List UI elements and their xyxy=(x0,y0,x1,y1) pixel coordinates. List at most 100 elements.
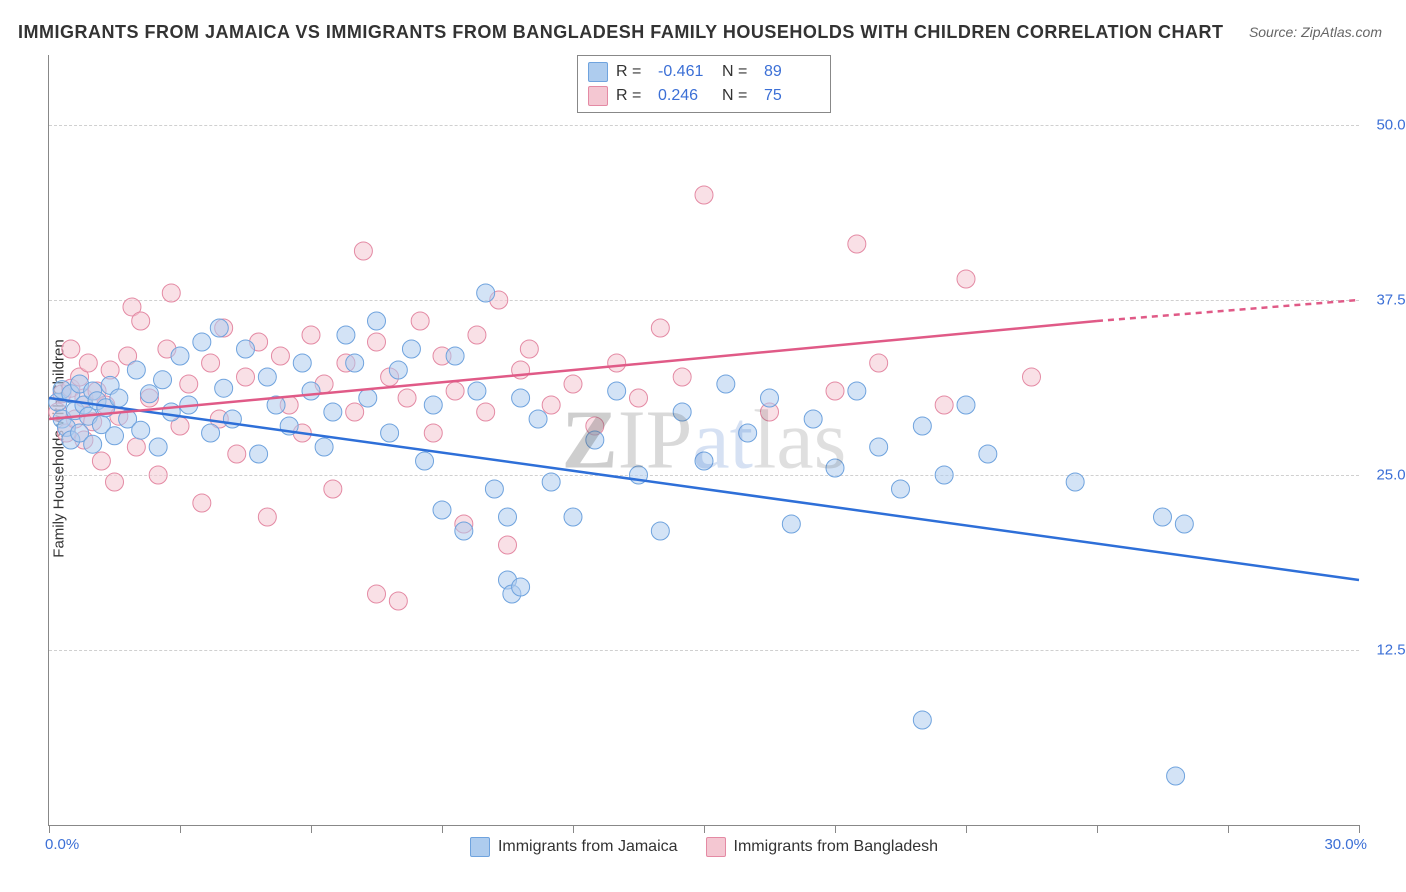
scatter-point xyxy=(542,396,560,414)
scatter-point xyxy=(455,522,473,540)
scatter-point xyxy=(485,480,503,498)
legend-n-label: N = xyxy=(722,87,756,105)
scatter-point xyxy=(913,417,931,435)
scatter-point xyxy=(739,424,757,442)
scatter-point xyxy=(477,284,495,302)
scatter-point xyxy=(608,354,626,372)
scatter-point xyxy=(782,515,800,533)
legend-n-value-0: 89 xyxy=(764,63,820,81)
scatter-point xyxy=(673,403,691,421)
scatter-point xyxy=(359,389,377,407)
x-tick xyxy=(311,825,312,833)
scatter-point xyxy=(433,501,451,519)
scatter-point xyxy=(826,382,844,400)
scatter-point xyxy=(564,508,582,526)
scatter-point xyxy=(193,494,211,512)
scatter-point xyxy=(237,340,255,358)
scatter-point xyxy=(210,319,228,337)
scatter-point xyxy=(293,354,311,372)
scatter-point xyxy=(202,424,220,442)
legend-correlation: R = -0.461 N = 89 R = 0.246 N = 75 xyxy=(577,55,831,113)
scatter-point xyxy=(468,326,486,344)
scatter-point xyxy=(250,445,268,463)
scatter-point xyxy=(110,389,128,407)
scatter-point xyxy=(717,375,735,393)
source-credit: Source: ZipAtlas.com xyxy=(1249,24,1382,40)
scatter-point xyxy=(346,354,364,372)
scatter-point xyxy=(512,389,530,407)
scatter-point xyxy=(132,421,150,439)
scatter-point xyxy=(1066,473,1084,491)
scatter-plot-svg xyxy=(49,55,1359,825)
scatter-point xyxy=(957,396,975,414)
legend-label-series-1: Immigrants from Bangladesh xyxy=(734,838,939,856)
plot-area: Family Households with Children 12.5%25.… xyxy=(48,55,1359,826)
scatter-point xyxy=(324,480,342,498)
scatter-point xyxy=(761,389,779,407)
source-prefix: Source: xyxy=(1249,24,1301,40)
x-tick xyxy=(966,825,967,833)
scatter-point xyxy=(368,312,386,330)
scatter-point xyxy=(870,438,888,456)
scatter-point xyxy=(127,438,145,456)
legend-series: Immigrants from Jamaica Immigrants from … xyxy=(49,837,1359,857)
scatter-point xyxy=(398,389,416,407)
scatter-point xyxy=(499,508,517,526)
scatter-point xyxy=(228,445,246,463)
scatter-point xyxy=(389,592,407,610)
y-tick-label: 37.5% xyxy=(1376,292,1406,309)
scatter-point xyxy=(258,368,276,386)
source-name: ZipAtlas.com xyxy=(1301,24,1382,40)
scatter-point xyxy=(913,711,931,729)
legend-r-label: R = xyxy=(616,63,650,81)
scatter-point xyxy=(1154,508,1172,526)
scatter-point xyxy=(140,385,158,403)
scatter-point xyxy=(630,389,648,407)
scatter-point xyxy=(804,410,822,428)
legend-row-series-0: R = -0.461 N = 89 xyxy=(588,60,820,84)
y-tick-label: 12.5% xyxy=(1376,642,1406,659)
scatter-point xyxy=(92,452,110,470)
scatter-point xyxy=(84,435,102,453)
x-tick xyxy=(1228,825,1229,833)
scatter-point xyxy=(957,270,975,288)
scatter-point xyxy=(180,375,198,393)
scatter-point xyxy=(106,473,124,491)
scatter-point xyxy=(424,396,442,414)
scatter-point xyxy=(149,438,167,456)
trendline xyxy=(49,398,1359,580)
trendline-extrapolation xyxy=(1097,300,1359,321)
scatter-point xyxy=(389,361,407,379)
legend-label-series-0: Immigrants from Jamaica xyxy=(498,838,678,856)
legend-n-label: N = xyxy=(722,63,756,81)
scatter-point xyxy=(935,466,953,484)
legend-r-value-1: 0.246 xyxy=(658,87,714,105)
scatter-point xyxy=(354,242,372,260)
legend-item-series-1: Immigrants from Bangladesh xyxy=(706,837,939,857)
scatter-point xyxy=(608,382,626,400)
scatter-point xyxy=(106,427,124,445)
chart-container: IMMIGRANTS FROM JAMAICA VS IMMIGRANTS FR… xyxy=(0,0,1406,892)
scatter-point xyxy=(193,333,211,351)
legend-row-series-1: R = 0.246 N = 75 xyxy=(588,84,820,108)
scatter-point xyxy=(892,480,910,498)
x-tick xyxy=(49,825,50,833)
scatter-point xyxy=(542,473,560,491)
x-tick xyxy=(1359,825,1360,833)
x-tick xyxy=(835,825,836,833)
x-tick xyxy=(180,825,181,833)
scatter-point xyxy=(171,347,189,365)
x-tick xyxy=(704,825,705,833)
scatter-point xyxy=(848,382,866,400)
x-tick xyxy=(1097,825,1098,833)
scatter-point xyxy=(416,452,434,470)
scatter-point xyxy=(586,431,604,449)
scatter-point xyxy=(695,186,713,204)
y-tick-label: 25.0% xyxy=(1376,467,1406,484)
scatter-point xyxy=(368,333,386,351)
scatter-point xyxy=(149,466,167,484)
scatter-point xyxy=(520,340,538,358)
scatter-point xyxy=(62,340,80,358)
y-tick-label: 50.0% xyxy=(1376,117,1406,134)
scatter-point xyxy=(512,578,530,596)
